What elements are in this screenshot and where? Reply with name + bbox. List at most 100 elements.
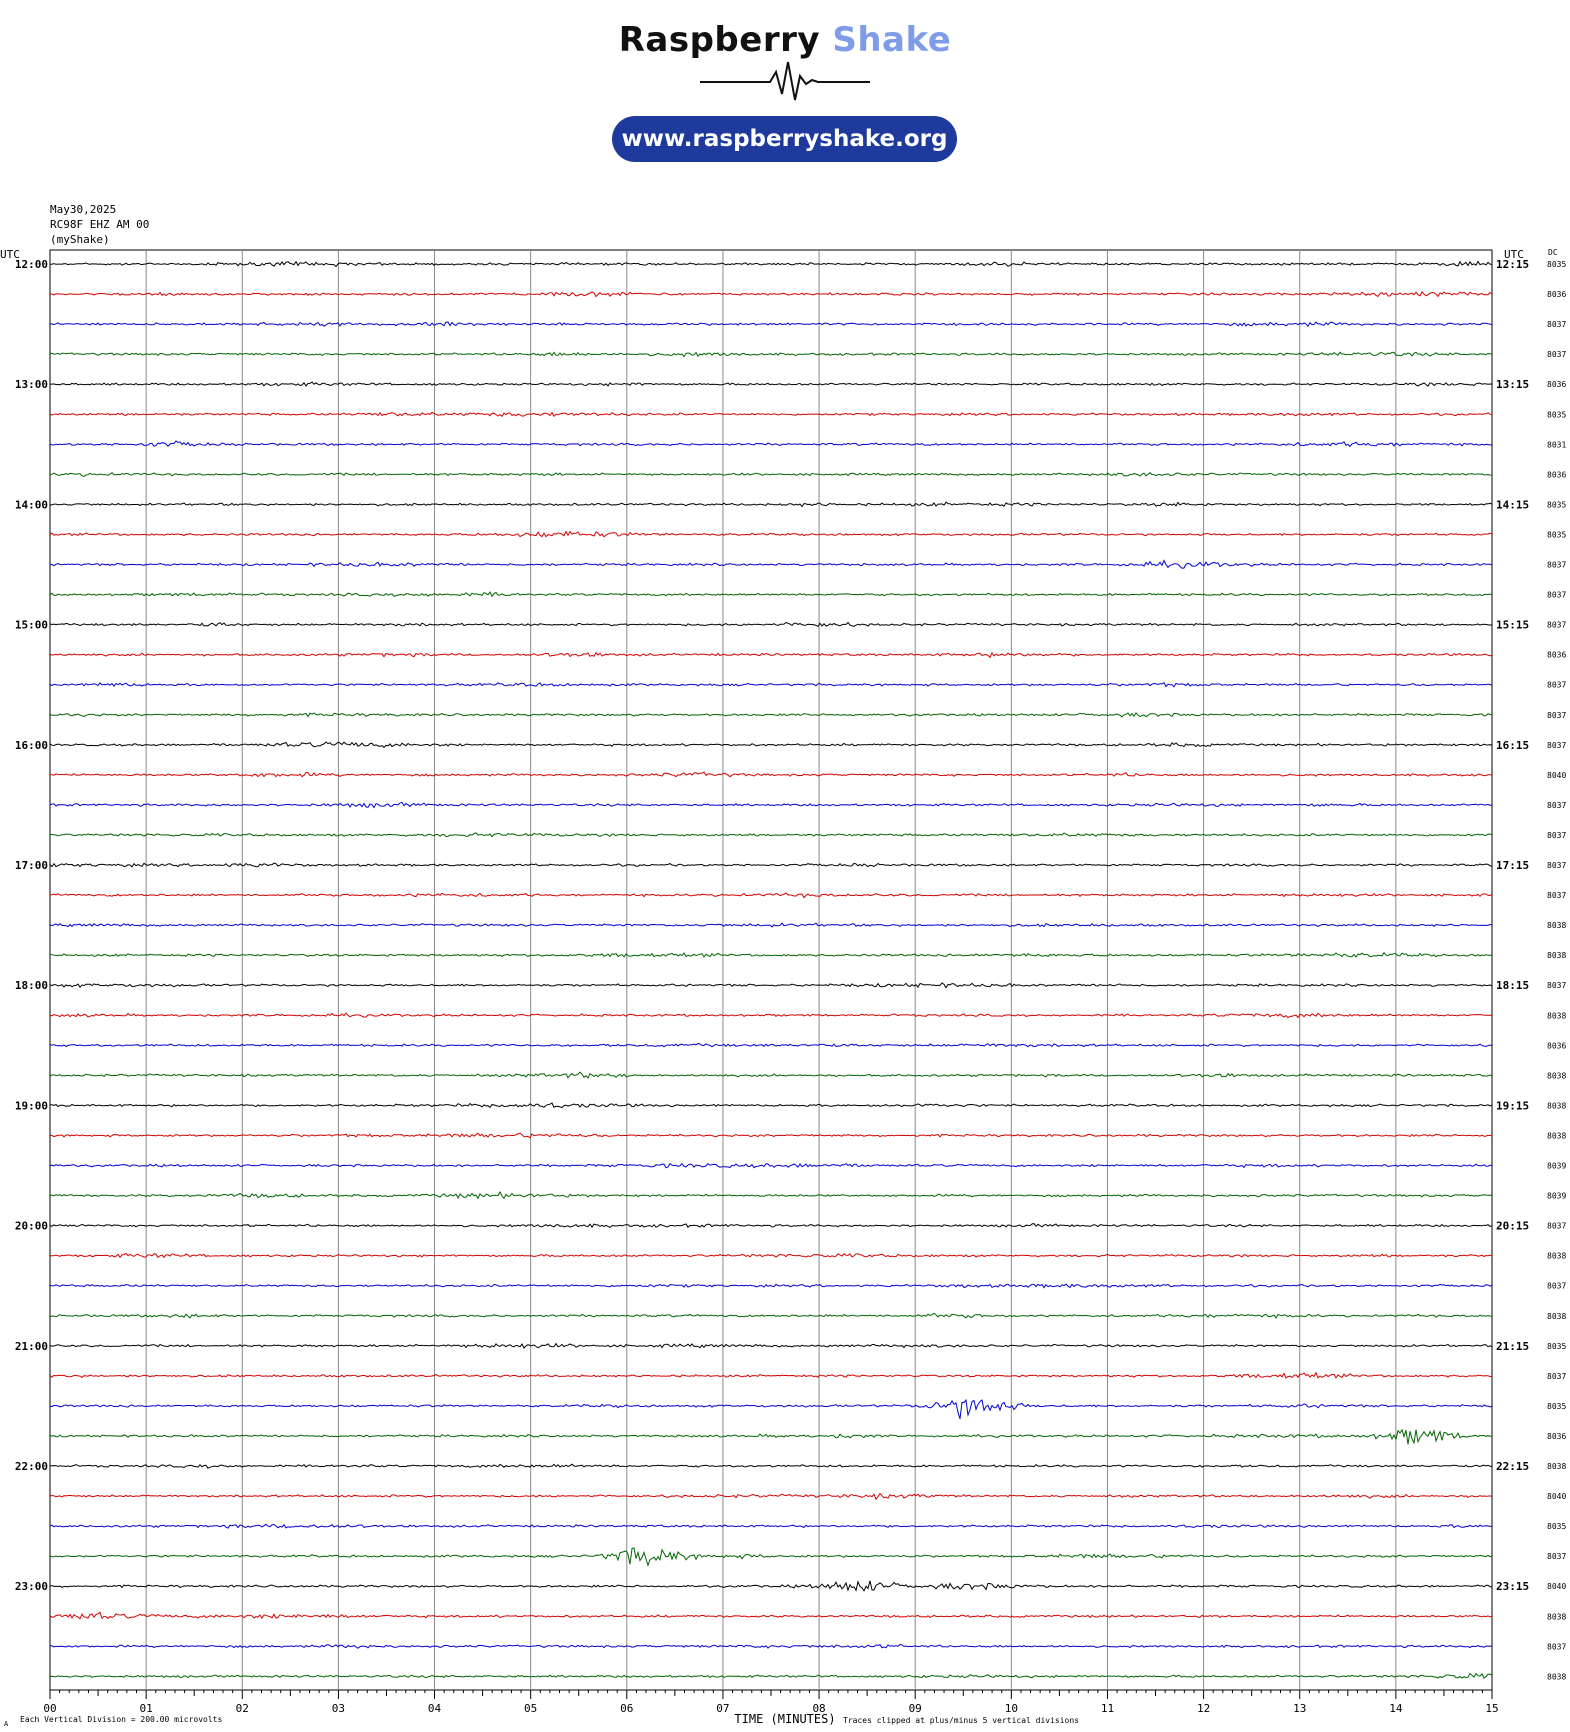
dc-offset-label: 8037 bbox=[1547, 891, 1566, 900]
hour-label-right: 13:15 bbox=[1496, 378, 1529, 391]
dc-offset-label: 8040 bbox=[1547, 771, 1566, 780]
trace-row bbox=[49, 411, 1493, 418]
dc-offset-label: 8035 bbox=[1547, 530, 1566, 539]
x-tick-label: 01 bbox=[140, 1702, 153, 1715]
x-tick-label: 00 bbox=[43, 1702, 56, 1715]
logo-wave-icon bbox=[700, 61, 870, 101]
trace-row bbox=[49, 711, 1493, 718]
trace-row bbox=[49, 530, 1493, 538]
chart-traces bbox=[49, 260, 1493, 1679]
dc-offset-label: 8036 bbox=[1547, 1432, 1566, 1441]
chart-axis: 00 01 02 03 04 05 06 07 08 09 10 11 12 13 14 15 bbox=[43, 1690, 1499, 1715]
trace-row bbox=[49, 1371, 1493, 1379]
trace-row bbox=[49, 1042, 1493, 1048]
website-link[interactable]: www.raspberryshake.org bbox=[612, 116, 957, 162]
hour-label-left: 20:00 bbox=[15, 1220, 48, 1233]
dc-offset-label: 8040 bbox=[1547, 1582, 1566, 1591]
hour-label-left: 22:00 bbox=[15, 1460, 48, 1473]
dc-offset-label: 8037 bbox=[1547, 681, 1566, 690]
trace-row bbox=[49, 862, 1493, 868]
trace-row bbox=[49, 1672, 1493, 1679]
trace-row bbox=[50, 291, 1493, 298]
dc-offset-label: 8040 bbox=[1547, 1492, 1566, 1501]
x-tick-label: 08 bbox=[812, 1702, 825, 1715]
trace-row bbox=[49, 681, 1493, 688]
trace-row bbox=[49, 591, 1493, 598]
dc-offset-label: 8037 bbox=[1547, 1642, 1566, 1651]
footer-mark: A bbox=[4, 1720, 9, 1728]
dc-offset-label: 8035 bbox=[1547, 1342, 1566, 1351]
trace-row bbox=[49, 1312, 1493, 1319]
x-tick-label: 15 bbox=[1485, 1702, 1498, 1715]
trace-row bbox=[49, 1643, 1493, 1649]
left-hour-labels: 12:00 13:00 14:00 15:00 16:00 17:00 18:00 19:00… bbox=[15, 258, 48, 1593]
hour-label-left: 19:00 bbox=[15, 1099, 48, 1112]
dc-offset-label: 8037 bbox=[1547, 831, 1566, 840]
dc-offset-label: 8038 bbox=[1547, 1071, 1566, 1080]
hour-label-left: 17:00 bbox=[15, 859, 48, 872]
trace-row bbox=[49, 651, 1493, 659]
dc-offset-label: 8039 bbox=[1547, 1162, 1566, 1171]
x-axis-title: TIME (MINUTES) bbox=[734, 1712, 835, 1726]
dc-offset-label: 8037 bbox=[1547, 711, 1566, 720]
dc-offset-label: 8038 bbox=[1547, 1612, 1566, 1621]
logo-word-raspberry: Raspberry bbox=[618, 20, 821, 60]
trace-row bbox=[49, 1398, 1493, 1420]
x-tick-label: 06 bbox=[620, 1702, 633, 1715]
dc-offset-label: 8038 bbox=[1547, 1462, 1566, 1471]
trace-row bbox=[49, 982, 1493, 989]
dc-offset-label: 8038 bbox=[1547, 1252, 1566, 1261]
x-tick-label: 07 bbox=[716, 1702, 729, 1715]
trace-row bbox=[49, 1342, 1493, 1349]
x-tick-label: 03 bbox=[332, 1702, 345, 1715]
dc-offset-label: 8037 bbox=[1547, 1552, 1566, 1561]
hour-label-left: 21:00 bbox=[15, 1340, 48, 1353]
trace-row bbox=[49, 771, 1493, 778]
x-tick-label: 10 bbox=[1005, 1702, 1018, 1715]
dc-offset-label: 8037 bbox=[1547, 350, 1566, 359]
dc-offset-label: 8036 bbox=[1547, 470, 1566, 479]
dc-offset-label: 8037 bbox=[1547, 561, 1566, 570]
dc-offset-label: 8037 bbox=[1547, 591, 1566, 600]
x-tick-label: 04 bbox=[428, 1702, 442, 1715]
trace-row bbox=[49, 321, 1493, 328]
hour-label-right: 23:15 bbox=[1496, 1580, 1529, 1593]
dc-offset-label: 8037 bbox=[1547, 981, 1566, 990]
hour-label-right: 17:15 bbox=[1496, 859, 1529, 872]
trace-row bbox=[49, 1283, 1493, 1289]
right-hour-labels: 12:15 13:15 14:15 15:15 16:15 17:15 18:15 19:15… bbox=[1496, 258, 1529, 1593]
dc-offset-label: 8036 bbox=[1547, 380, 1566, 389]
trace-row bbox=[49, 1071, 1493, 1079]
utc-right-label: UTC bbox=[1504, 248, 1524, 261]
footer-clip-note: Traces clipped at plus/minus 5 vertical … bbox=[843, 1716, 1079, 1725]
trace-row bbox=[49, 1547, 1493, 1567]
dc-labels: 8035 8036 8037 8037 8036 8035 8031 8036 8035 8035… bbox=[1547, 260, 1566, 1681]
logo-word-shake: Shake bbox=[832, 20, 952, 60]
trace-row bbox=[49, 1132, 1493, 1139]
trace-row bbox=[49, 440, 1493, 448]
trace-row bbox=[49, 832, 1492, 838]
logo-title: Raspberry Shake bbox=[0, 20, 1570, 60]
dc-offset-label: 8039 bbox=[1547, 1192, 1566, 1201]
hour-label-right: 19:15 bbox=[1496, 1099, 1529, 1112]
trace-row bbox=[49, 1252, 1493, 1259]
trace-row bbox=[49, 1580, 1493, 1592]
hour-label-right: 20:15 bbox=[1496, 1220, 1529, 1233]
dc-offset-label: 8031 bbox=[1547, 440, 1566, 449]
trace-row bbox=[49, 951, 1493, 958]
hour-label-right: 22:15 bbox=[1496, 1460, 1529, 1473]
trace-row bbox=[49, 381, 1493, 387]
hour-label-right: 12:15 bbox=[1496, 258, 1529, 271]
dc-offset-label: 8038 bbox=[1547, 1011, 1566, 1020]
dc-offset-label: 8037 bbox=[1547, 741, 1566, 750]
dc-offset-label: 8037 bbox=[1547, 801, 1566, 810]
hour-label-right: 18:15 bbox=[1496, 979, 1529, 992]
utc-left-label: UTC bbox=[0, 248, 20, 261]
header-date: May30,2025 bbox=[50, 203, 117, 216]
x-tick-label: 11 bbox=[1101, 1702, 1114, 1715]
trace-row bbox=[49, 1611, 1493, 1620]
dc-offset-label: 8037 bbox=[1547, 320, 1566, 329]
trace-row bbox=[49, 892, 1493, 899]
dc-offset-label: 8037 bbox=[1547, 1222, 1566, 1231]
